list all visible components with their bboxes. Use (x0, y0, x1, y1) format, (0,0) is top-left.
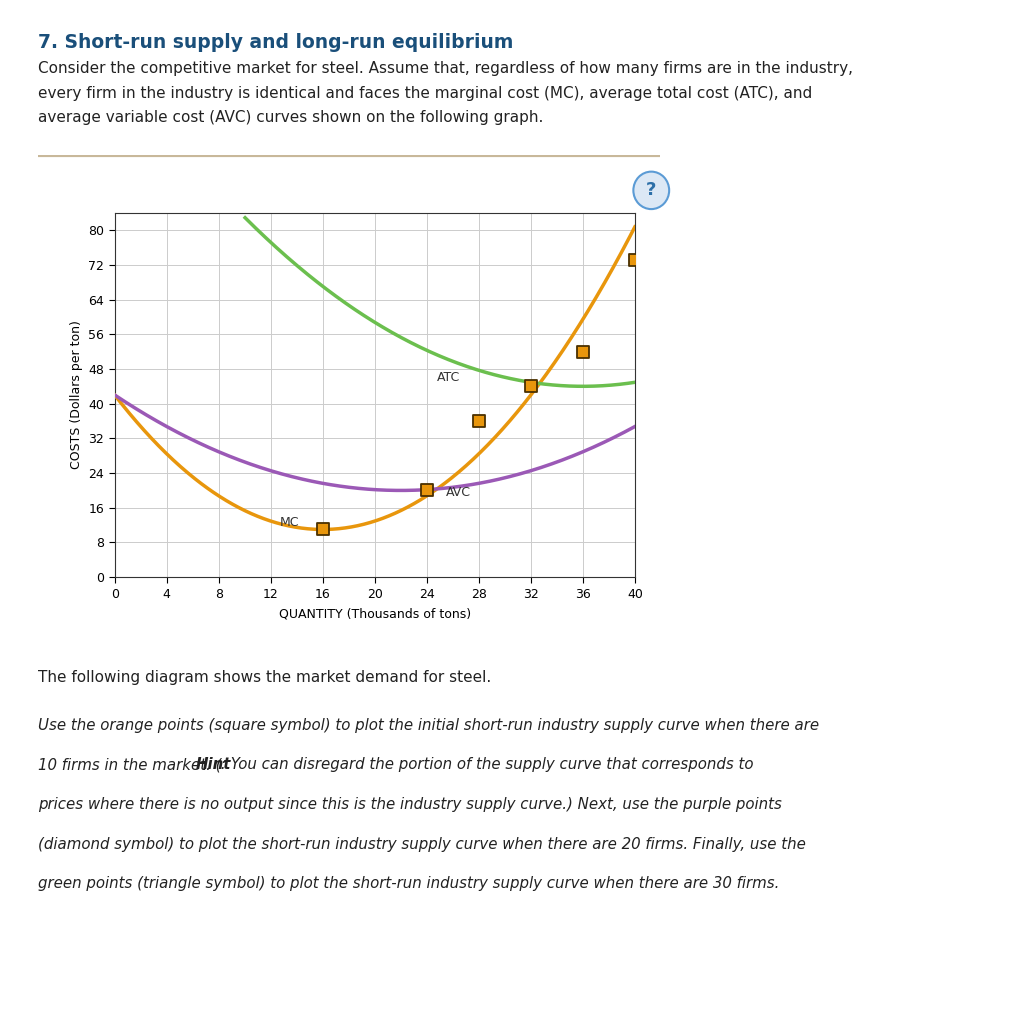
Text: prices where there is no output since this is the industry supply curve.) Next, : prices where there is no output since th… (38, 797, 781, 812)
Text: (diamond symbol) to plot the short-run industry supply curve when there are 20 f: (diamond symbol) to plot the short-run i… (38, 837, 806, 852)
Text: Use the orange points (square symbol) to plot the initial short-run industry sup: Use the orange points (square symbol) to… (38, 718, 819, 733)
Point (627, 252, 643, 269)
Text: Consider the competitive market for steel. Assume that, regardless of how many f: Consider the competitive market for stee… (38, 61, 853, 76)
Text: The following diagram shows the market demand for steel.: The following diagram shows the market d… (38, 670, 492, 685)
Text: every firm in the industry is identical and faces the marginal cost (MC), averag: every firm in the industry is identical … (38, 86, 812, 101)
Text: Hint: Hint (196, 757, 230, 773)
Text: : You can disregard the portion of the supply curve that corresponds to: : You can disregard the portion of the s… (220, 757, 753, 773)
Point (314, 521, 331, 538)
Point (574, 343, 591, 359)
Text: ?: ? (646, 181, 656, 200)
Text: average variable cost (AVC) curves shown on the following graph.: average variable cost (AVC) curves shown… (38, 110, 544, 125)
Circle shape (634, 172, 669, 209)
Point (471, 413, 487, 430)
X-axis label: QUANTITY (Thousands of tons): QUANTITY (Thousands of tons) (279, 608, 471, 621)
Point (522, 378, 539, 394)
Text: MC: MC (280, 516, 299, 529)
Text: green points (triangle symbol) to plot the short-run industry supply curve when : green points (triangle symbol) to plot t… (38, 876, 779, 892)
Text: AVC: AVC (446, 487, 471, 499)
Y-axis label: COSTS (Dollars per ton): COSTS (Dollars per ton) (70, 321, 83, 469)
Point (419, 483, 435, 499)
Text: 10 firms in the market. (: 10 firms in the market. ( (38, 757, 221, 773)
Text: ATC: ATC (437, 372, 461, 384)
Text: 7. Short-run supply and long-run equilibrium: 7. Short-run supply and long-run equilib… (38, 33, 513, 52)
